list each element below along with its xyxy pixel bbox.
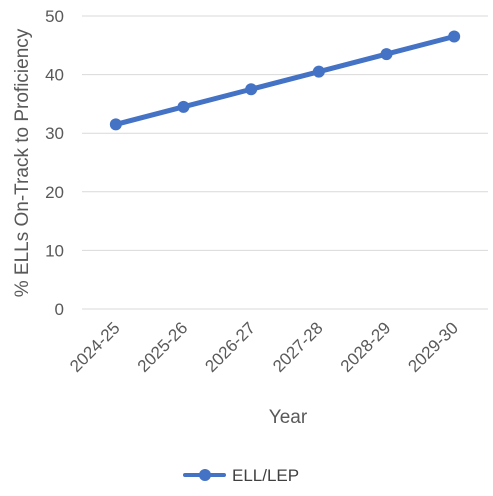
y-axis-ticks: 0 10 20 30 40 50 xyxy=(45,7,64,319)
x-tick-label-2025-26: 2025-26 xyxy=(134,318,192,376)
y-tick-label-30: 30 xyxy=(45,124,64,143)
y-tick-label-40: 40 xyxy=(45,66,64,85)
x-tick-label-2028-29: 2028-29 xyxy=(337,318,395,376)
data-point-2028-29 xyxy=(380,48,393,61)
y-tick-label-10: 10 xyxy=(45,241,64,260)
x-axis-label: Year xyxy=(269,407,308,428)
data-point-2027-28 xyxy=(312,65,325,78)
y-tick-label-50: 50 xyxy=(45,7,64,26)
legend-label-ell-lep: ELL/LEP xyxy=(232,466,299,485)
legend: ELL/LEP xyxy=(183,466,299,485)
y-axis-label: % ELLs On-Track to Proficiency xyxy=(12,28,33,297)
legend-marker-swatch xyxy=(199,469,211,481)
x-tick-label-2027-28: 2027-28 xyxy=(269,318,327,376)
data-point-2025-26 xyxy=(177,100,190,113)
gridlines xyxy=(82,15,488,310)
data-point-2029-30 xyxy=(448,30,461,43)
x-tick-label-2024-25: 2024-25 xyxy=(66,318,124,376)
x-axis-ticks: 2024-25 2025-26 2026-27 2027-28 2028-29 2029-… xyxy=(66,318,462,376)
x-tick-label-2029-30: 2029-30 xyxy=(404,318,462,376)
y-tick-label-20: 20 xyxy=(45,183,64,202)
x-tick-label-2026-27: 2026-27 xyxy=(201,318,259,376)
series-layer xyxy=(109,30,461,131)
data-point-2024-25 xyxy=(109,118,122,131)
y-tick-label-0: 0 xyxy=(55,300,64,319)
series-line-0 xyxy=(113,34,457,127)
data-point-2026-27 xyxy=(245,83,258,96)
